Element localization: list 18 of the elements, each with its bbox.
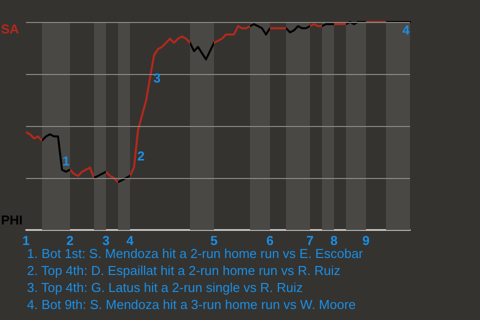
x-tick-label: 6 (266, 233, 274, 248)
text: 4. Bot 9th: S. Mendoza hit a 3-run home run vs W. Moore (27, 297, 356, 312)
text: 1. Bot 1st: S. Mendoza hit a 2-run home run vs E. Escobar (27, 246, 364, 261)
x-tick-label: 5 (210, 233, 218, 248)
annotation: 4 (402, 22, 410, 38)
x-tick-label: 1 (22, 233, 30, 248)
x-tick-label: 4 (126, 233, 134, 248)
text: SA (1, 22, 20, 36)
x-tick-label: 8 (330, 233, 338, 248)
annotation: 2 (137, 148, 145, 164)
text: 3. Top 4th: G. Latus hit a 2-run single vs R. Ruiz (27, 280, 303, 295)
x-tick-label: 3 (102, 233, 110, 248)
annotation: 1 (62, 154, 70, 168)
x-tick-label: 7 (306, 233, 314, 248)
annotation: 3 (153, 70, 161, 86)
x-tick-label: 9 (362, 233, 370, 248)
x-tick-label: 2 (66, 233, 74, 248)
text: 2. Top 4th: D. Espaillat hit a 2-run home run vs R. Ruiz (27, 263, 340, 278)
